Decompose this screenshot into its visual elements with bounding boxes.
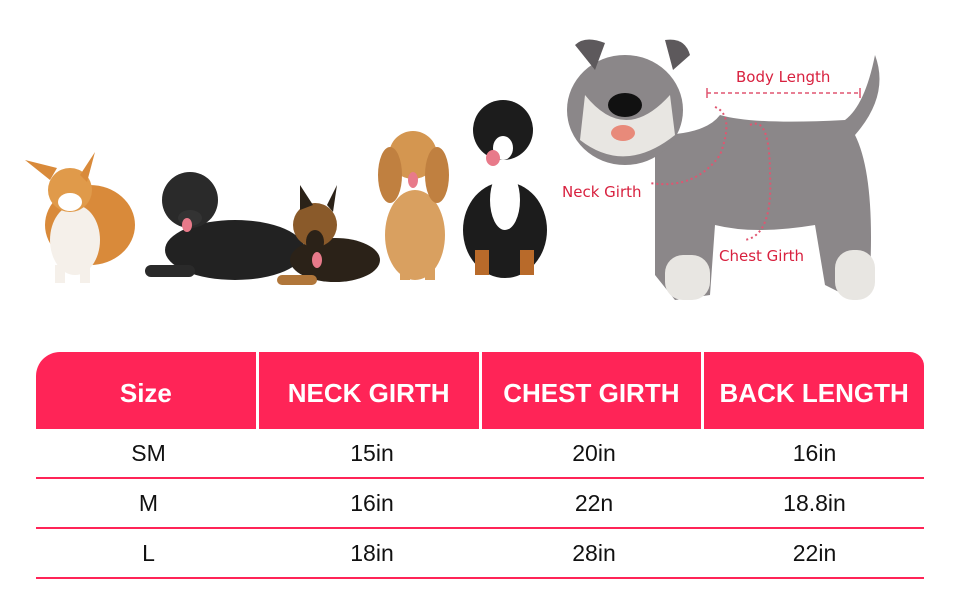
dog-breeds-photo bbox=[25, 100, 547, 285]
table-row: M 16in 22n 18.8in bbox=[36, 479, 924, 529]
table-row: L 18in 28in 22in bbox=[36, 529, 924, 579]
cell-chest-girth: 20in bbox=[572, 439, 616, 466]
cocker-spaniel-image bbox=[378, 131, 449, 280]
cell-size: L bbox=[142, 539, 155, 566]
header-back-length: BACK LENGTH bbox=[704, 352, 924, 429]
measurement-diagram: Body Length Neck Girth Chest Girth bbox=[562, 39, 880, 300]
bernese-mountain-dog-image bbox=[463, 100, 547, 278]
cell-chest-girth: 22n bbox=[574, 489, 614, 516]
schnauzer-illustration bbox=[567, 39, 880, 300]
cell-size: SM bbox=[131, 439, 166, 466]
table-header-row: Size NECK GIRTH CHEST GIRTH BACK LENGTH bbox=[36, 352, 924, 429]
header-neck-girth: NECK GIRTH bbox=[258, 352, 479, 429]
header-chest-girth: CHEST GIRTH bbox=[481, 352, 702, 429]
cell-back-length: 22in bbox=[792, 539, 837, 566]
header-size: Size bbox=[36, 352, 256, 429]
body-length-label: Body Length bbox=[736, 68, 830, 86]
corgi-image bbox=[25, 152, 135, 283]
body-length-measure-line bbox=[706, 88, 861, 98]
table-row: SM 15in 20in 16in bbox=[36, 429, 924, 479]
neck-girth-label: Neck Girth bbox=[562, 183, 642, 201]
cell-size: M bbox=[138, 489, 159, 516]
size-chart-table: Size NECK GIRTH CHEST GIRTH BACK LENGTH … bbox=[36, 352, 924, 579]
cell-neck-girth: 15in bbox=[350, 439, 394, 466]
chest-girth-measure-arrow bbox=[744, 122, 772, 241]
black-labrador-image bbox=[145, 172, 305, 280]
cell-back-length: 18.8in bbox=[783, 489, 846, 516]
cell-neck-girth: 16in bbox=[350, 489, 394, 516]
german-shepherd-puppy-image bbox=[277, 185, 380, 285]
neck-girth-measure-arrow bbox=[649, 106, 728, 186]
cell-neck-girth: 18in bbox=[350, 539, 394, 566]
cell-back-length: 16in bbox=[792, 439, 837, 466]
chest-girth-label: Chest Girth bbox=[719, 247, 804, 265]
cell-chest-girth: 28in bbox=[572, 539, 616, 566]
